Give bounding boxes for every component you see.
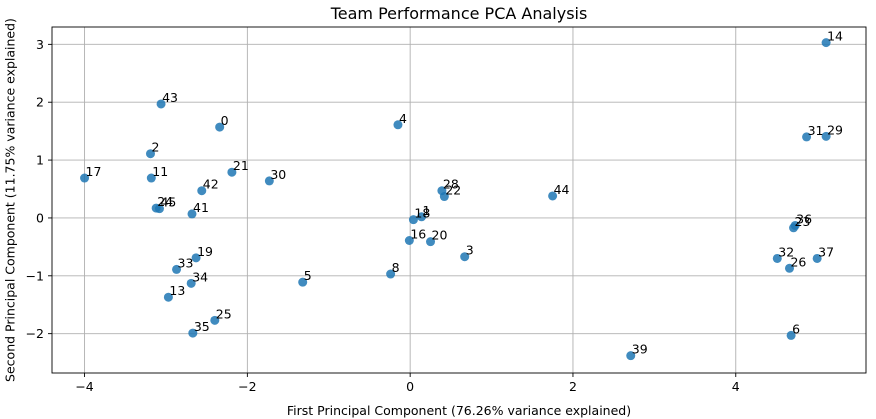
data-point [264,176,274,186]
point-label: 5 [304,268,312,283]
y-tick-label: 0 [36,210,44,225]
x-tick-label: 2 [569,379,577,394]
point-label: 34 [192,269,208,284]
point-label: 42 [203,177,219,192]
point-label: 43 [162,90,178,105]
point-label: 2 [151,140,159,155]
data-point [789,223,799,233]
point-label: 35 [194,319,210,334]
data-point [821,38,831,48]
point-label: 3 [466,243,474,258]
point-label: 22 [445,183,461,198]
y-tick-label: −2 [26,326,44,341]
x-tick-label: −2 [238,379,256,394]
point-label: 19 [197,244,213,259]
point-label: 39 [632,342,648,357]
point-label: 44 [554,182,570,197]
point-label: 8 [392,260,400,275]
data-point [172,264,182,274]
point-label: 21 [233,158,249,173]
data-point [812,253,822,263]
point-label: 37 [818,244,834,259]
grid-lines [52,27,866,373]
point-label: 28 [443,177,459,192]
x-tick-label: 4 [732,379,740,394]
y-tick-label: 1 [36,153,44,168]
point-label: 41 [193,200,209,215]
data-point [187,209,197,219]
point-label: 6 [792,321,800,336]
point-label: 32 [778,244,794,259]
point-label: 45 [160,195,176,210]
point-label: 16 [410,227,426,242]
data-point [186,278,196,288]
data-point [786,330,796,340]
data-point [437,186,447,196]
y-axis-ticks: −2 −1 0 1 2 3 [26,37,52,341]
data-point [154,204,164,214]
data-point [163,292,173,302]
data-point [215,122,225,132]
data-point [426,237,436,247]
point-label: 18 [414,206,430,221]
data-point [386,269,396,279]
point-label: 24 [157,194,173,209]
x-tick-label: 0 [406,379,414,394]
point-label: 33 [178,255,194,270]
point-label: 31 [808,123,824,138]
point-label: 36 [796,211,812,226]
point-label: 29 [827,122,843,137]
point-label: 4 [399,111,407,126]
data-point [408,215,418,225]
data-point [460,252,470,262]
data-point [156,99,166,109]
data-point [417,212,427,222]
data-point [772,253,782,263]
data-point [188,328,198,338]
point-label: 1 [423,203,431,218]
data-point [626,351,636,361]
point-label: 17 [86,164,102,179]
point-label: 11 [152,164,168,179]
data-point [197,186,207,196]
y-tick-label: −1 [26,268,44,283]
data-point [80,173,90,183]
data-point [145,149,155,159]
x-axis-label: First Principal Component (76.26% varian… [287,403,631,418]
point-label: 20 [432,228,448,243]
data-point [298,277,308,287]
chart-title: Team Performance PCA Analysis [330,4,588,23]
data-point [784,263,794,273]
point-label: 25 [216,306,232,321]
data-point [404,236,414,246]
data-point [548,191,558,201]
point-label: 26 [790,254,806,269]
x-tick-label: −4 [75,379,93,394]
axes-frame [51,26,867,374]
data-point [191,253,201,263]
point-label: 14 [827,29,843,44]
data-point [227,167,237,177]
y-axis-label: Second Principal Component (11.75% varia… [3,18,18,382]
data-point [821,131,831,141]
data-point [393,120,403,130]
data-points [80,38,831,361]
point-label: 23 [795,214,811,229]
y-tick-label: 2 [36,95,44,110]
data-point [210,315,220,325]
point-label: 0 [221,113,229,128]
point-label: 30 [270,167,286,182]
data-point [802,132,812,142]
y-tick-label: 3 [36,37,44,52]
data-point [146,173,156,183]
point-label: 13 [169,283,185,298]
point-labels: 0123456811131416171819202122242526282930… [86,29,844,357]
x-axis-ticks: −4 −2 0 2 4 [75,373,740,394]
